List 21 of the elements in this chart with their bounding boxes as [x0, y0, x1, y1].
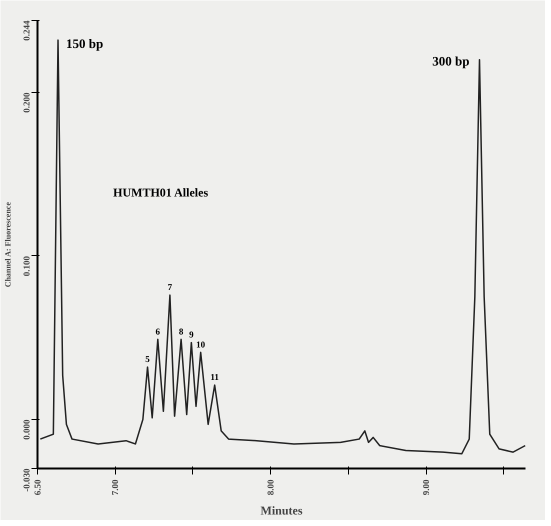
annotation: 150 bp — [66, 36, 104, 52]
annotation: 10 — [196, 339, 206, 350]
x-tick-label: 9.00 — [421, 479, 432, 496]
x-tick-label: 7.00 — [110, 479, 120, 496]
x-axis-title: Minutes — [260, 503, 303, 518]
annotation: 6 — [156, 326, 161, 336]
annotation: 8 — [178, 326, 184, 336]
annotation: 5 — [145, 354, 150, 364]
y-tick-label: -0.030 — [22, 468, 32, 492]
x-tick-label: 6.50 — [32, 479, 42, 496]
annotation: 9 — [189, 330, 194, 340]
annotation: 7 — [168, 282, 173, 292]
y-axis-title: Channel A: Fluorescence — [4, 202, 12, 288]
y-tick-label: 0.000 — [22, 418, 32, 440]
y-tick-label: 0.200 — [22, 92, 32, 113]
annotation: 300 bp — [432, 54, 470, 69]
x-tick-label: 8.00 — [266, 479, 276, 496]
annotation: 11 — [210, 372, 220, 382]
y-tick-label: 0.244 — [22, 20, 32, 41]
y-tick-label: 0.100 — [22, 255, 32, 276]
annotation: HUMTH01 Alleles — [113, 186, 208, 200]
